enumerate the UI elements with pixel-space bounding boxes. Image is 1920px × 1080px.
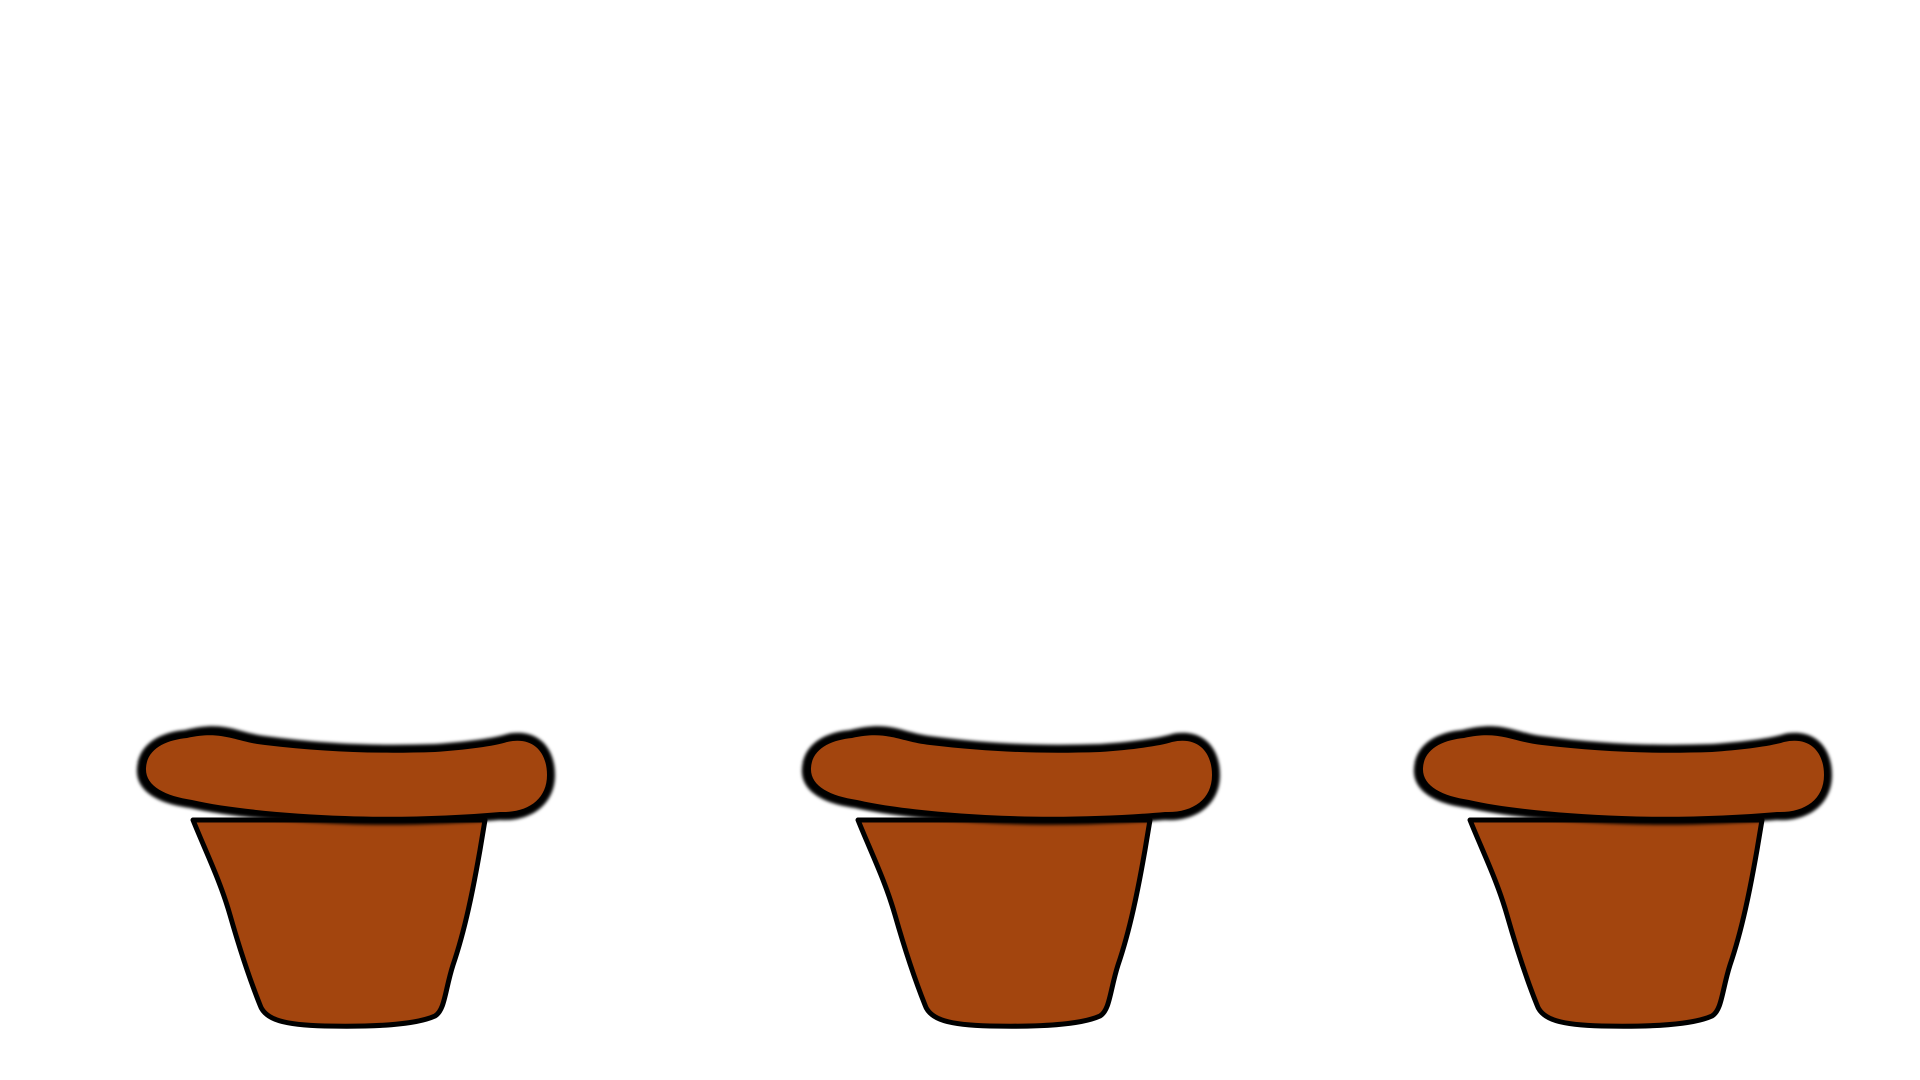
flower-pot-icon [135,720,565,1040]
flower-pot-1[interactable] [135,720,565,1040]
flower-pot-3[interactable] [1412,720,1842,1040]
flower-pot-2[interactable] [800,720,1230,1040]
flower-pot-icon [800,720,1230,1040]
flower-pot-icon [1412,720,1842,1040]
